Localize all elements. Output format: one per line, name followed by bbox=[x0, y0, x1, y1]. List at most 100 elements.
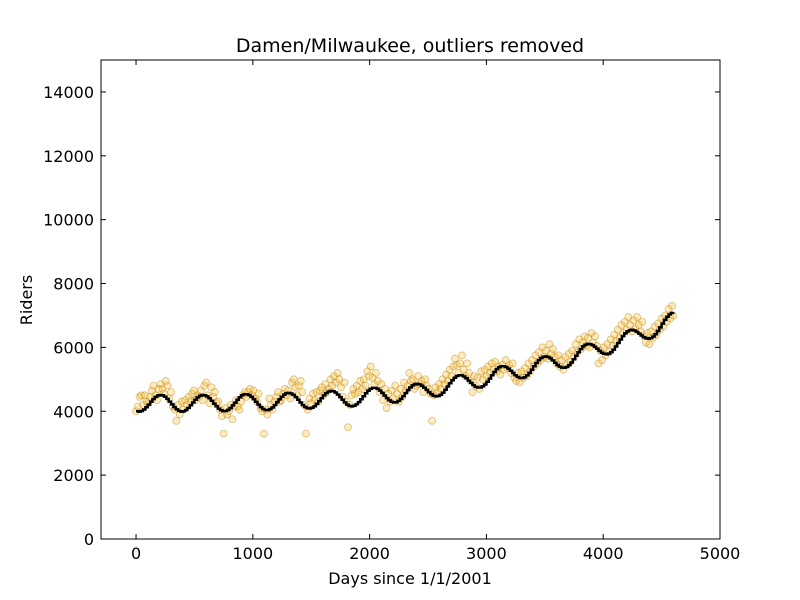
scatter-point bbox=[365, 372, 373, 381]
scatter-point bbox=[617, 321, 626, 329]
scatter-point bbox=[154, 385, 163, 393]
scatter-point bbox=[561, 353, 570, 361]
scatter-point bbox=[391, 381, 400, 390]
scatter-point bbox=[358, 385, 366, 393]
scatter-point bbox=[288, 378, 296, 387]
scatter-point bbox=[549, 345, 557, 353]
scatter-point bbox=[438, 375, 447, 384]
scatter-point bbox=[445, 365, 454, 374]
scatter-point bbox=[172, 416, 181, 425]
scatter-point bbox=[468, 388, 477, 397]
scatter-point bbox=[643, 329, 652, 337]
scatter-point bbox=[587, 329, 596, 337]
scatter-point bbox=[328, 381, 337, 390]
scatter-point bbox=[316, 386, 324, 395]
scatter-point bbox=[396, 385, 405, 393]
scatter-point bbox=[400, 378, 408, 387]
scatter-point bbox=[361, 381, 370, 390]
scatter-point bbox=[442, 370, 451, 379]
scatter-point bbox=[538, 343, 547, 352]
y-tick-label: 14000 bbox=[43, 83, 94, 102]
scatter-point bbox=[137, 391, 146, 400]
scatter-point bbox=[584, 333, 592, 342]
scatter-point bbox=[484, 362, 493, 371]
x-tick-label: 5000 bbox=[700, 544, 741, 563]
scatter-point bbox=[620, 317, 629, 326]
scatter-point bbox=[626, 321, 634, 329]
scatter-point bbox=[368, 373, 377, 382]
scatter-point bbox=[340, 378, 349, 387]
scatter-point bbox=[177, 397, 186, 406]
x-tick-label: 0 bbox=[131, 544, 141, 563]
x-tick-label: 4000 bbox=[583, 544, 624, 563]
scatter-point bbox=[645, 340, 654, 349]
scatter-point bbox=[477, 367, 486, 376]
scatter-point bbox=[473, 373, 482, 382]
scatter-point bbox=[344, 423, 352, 432]
scatter-point bbox=[382, 404, 391, 412]
y-axis-title: Riders bbox=[17, 275, 36, 325]
scatter-point bbox=[286, 394, 295, 403]
scatter-point bbox=[450, 354, 459, 363]
scatter-point bbox=[359, 375, 368, 384]
scatter-point bbox=[629, 316, 638, 325]
scatter-point bbox=[372, 369, 380, 377]
scatter-point bbox=[598, 356, 606, 365]
scatter-point bbox=[428, 416, 437, 425]
scatter-point bbox=[603, 340, 612, 349]
y-tick-label: 6000 bbox=[53, 338, 94, 357]
scatter-point bbox=[405, 369, 414, 377]
scatter-point bbox=[289, 375, 298, 384]
scatter-point bbox=[366, 362, 375, 371]
scatter-point bbox=[457, 351, 466, 360]
scatter-point bbox=[219, 429, 228, 438]
scatter-point bbox=[274, 388, 282, 397]
scatter-point bbox=[161, 377, 170, 385]
scatter-point bbox=[260, 429, 268, 438]
scatter-point bbox=[470, 372, 479, 381]
scatter-point bbox=[330, 372, 338, 381]
scatter-point bbox=[452, 361, 461, 369]
scatter-point bbox=[542, 346, 550, 355]
scatter-point bbox=[200, 381, 209, 390]
scatter-point bbox=[634, 321, 643, 329]
scatter-point bbox=[291, 383, 300, 392]
scatter-point bbox=[254, 389, 263, 398]
scatter-point bbox=[349, 385, 358, 393]
trend-line bbox=[136, 311, 675, 413]
scatter-point bbox=[321, 380, 330, 389]
scatter-point bbox=[496, 370, 505, 379]
scatter-point bbox=[337, 383, 345, 392]
scatter-point bbox=[531, 351, 540, 360]
scatter-point bbox=[163, 381, 172, 390]
scatter-point bbox=[296, 377, 305, 385]
scatter-point bbox=[167, 388, 175, 397]
scatter-point bbox=[414, 372, 422, 381]
x-axis-title: Days since 1/1/2001 bbox=[328, 569, 492, 588]
scatter-point bbox=[408, 375, 417, 384]
scatter-point bbox=[524, 359, 533, 368]
scatter-point bbox=[246, 385, 254, 393]
scatter-point bbox=[140, 391, 149, 400]
scatter-point bbox=[309, 389, 317, 398]
scatter-point bbox=[435, 380, 444, 389]
scatter-point bbox=[501, 356, 510, 365]
scatter-point bbox=[528, 356, 536, 365]
y-tick-label: 4000 bbox=[53, 402, 94, 421]
scatter-point bbox=[464, 369, 473, 377]
scatter-point bbox=[158, 385, 167, 393]
scatter-point bbox=[210, 388, 219, 397]
scatter-point bbox=[491, 357, 500, 366]
scatter-point bbox=[610, 330, 619, 339]
scatter-point bbox=[647, 327, 655, 336]
scatter-point bbox=[217, 412, 226, 420]
scatter-point bbox=[295, 381, 303, 390]
x-tick-label: 2000 bbox=[349, 544, 390, 563]
scatter-point bbox=[463, 359, 472, 368]
scatter-point bbox=[624, 313, 633, 321]
scatter-point bbox=[554, 351, 563, 360]
y-tick-label: 8000 bbox=[53, 275, 94, 294]
x-tick-label: 1000 bbox=[232, 544, 273, 563]
scatter-point bbox=[393, 389, 401, 398]
scatter-point bbox=[557, 356, 566, 365]
